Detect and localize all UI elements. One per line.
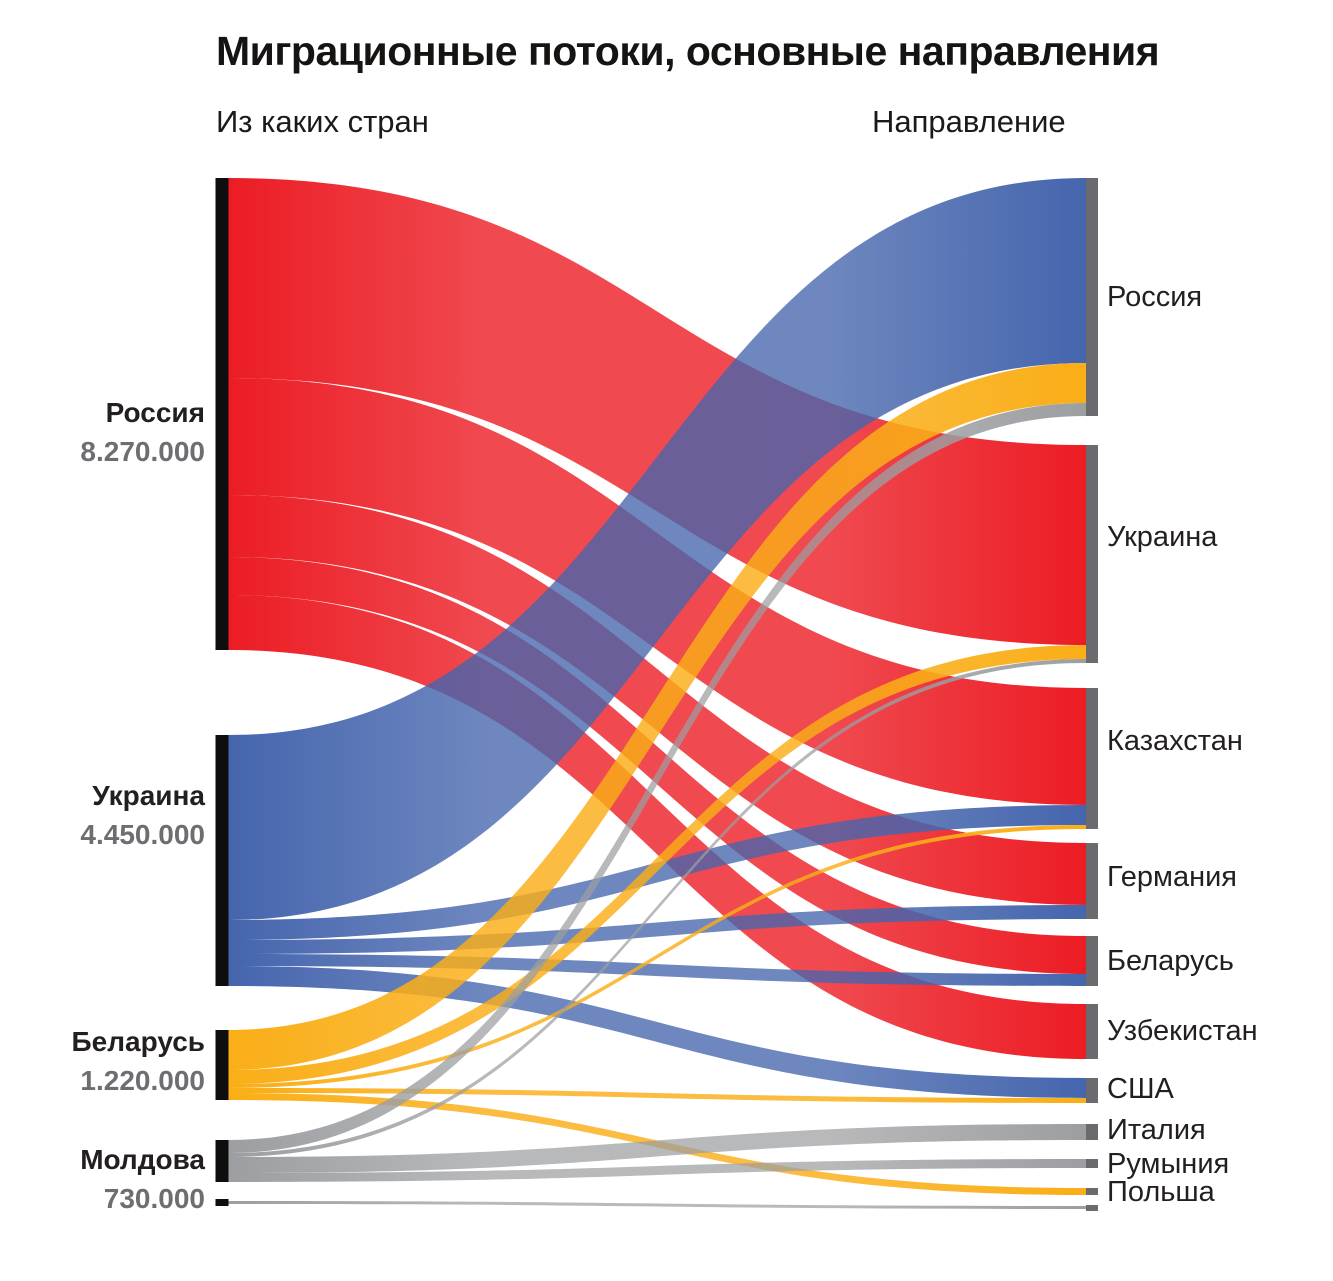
flow-moldova-to-russia	[228, 403, 1086, 1153]
destination-node-germany	[1086, 843, 1098, 919]
destination-node-ukraine	[1086, 445, 1098, 663]
source-node-minor	[215, 1199, 229, 1206]
flow-russia-to-belarus	[228, 557, 1086, 974]
flow-ukraine-to-germany	[228, 905, 1086, 954]
destination-node-uzbekistan	[1086, 1004, 1098, 1059]
destination-node-minor	[1086, 1205, 1098, 1211]
destination-node-belarus	[1086, 936, 1098, 986]
flow-belarus-to-russia	[228, 363, 1086, 1070]
source-node-russia	[215, 178, 229, 650]
destination-node-romania	[1086, 1159, 1098, 1168]
destination-node-usa	[1086, 1078, 1098, 1103]
flow-belarus-to-ukraine	[228, 645, 1086, 1084]
flow-belarus-to-kazakhstan	[228, 825, 1086, 1088]
destination-node-russia	[1086, 178, 1098, 416]
destination-node-kazakhstan	[1086, 688, 1098, 829]
flow-ukraine-to-kazakhstan	[228, 805, 1086, 940]
flow-moldova-to-romania	[228, 1159, 1086, 1182]
flow-moldova-to-ukraine	[228, 659, 1086, 1157]
destination-node-poland	[1086, 1188, 1098, 1195]
flow-moldova-to-italy	[228, 1124, 1086, 1173]
source-node-belarus	[215, 1030, 229, 1100]
flow-russia-to-uzbekistan	[228, 595, 1086, 1059]
flow-ukraine-to-usa	[228, 966, 1086, 1098]
flow-belarus-to-usa	[228, 1088, 1086, 1103]
source-node-moldova	[215, 1140, 229, 1182]
flow-russia-to-ukraine	[228, 178, 1086, 645]
source-node-ukraine	[215, 735, 229, 986]
flow-minor-to-minor	[228, 1201, 1086, 1209]
flow-ukraine-to-russia	[228, 178, 1086, 920]
destination-node-italy	[1086, 1124, 1098, 1140]
